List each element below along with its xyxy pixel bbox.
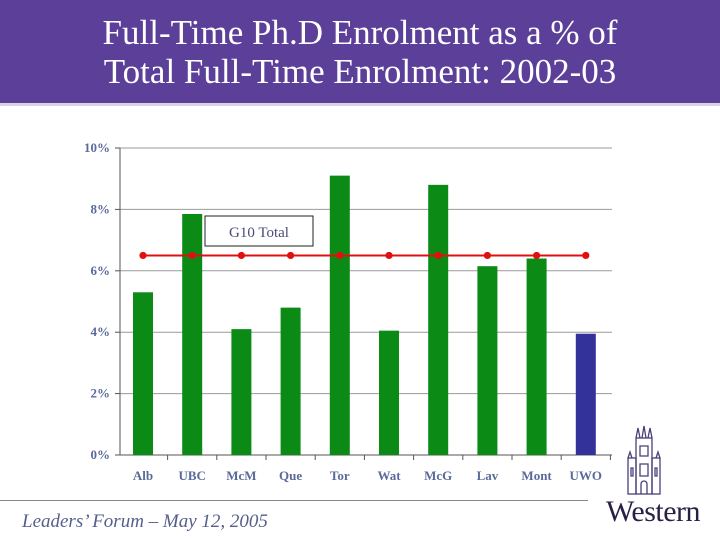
x-tick-label: Que: [279, 468, 302, 483]
bar: [575, 333, 596, 455]
title-line-2: Total Full-Time Enrolment: 2002-03: [103, 52, 617, 91]
g10-total-point: [483, 251, 491, 260]
x-tick-label: Lav: [477, 468, 499, 483]
x-tick-label: Mont: [521, 468, 552, 483]
y-tick-label: 0%: [91, 447, 111, 462]
g10-total-point: [237, 251, 245, 260]
y-tick-label: 8%: [91, 201, 111, 216]
x-tick-label: UBC: [178, 468, 205, 483]
g10-total-point: [434, 251, 442, 260]
g10-total-point: [139, 251, 147, 260]
g10-total-label: G10 Total: [229, 225, 289, 241]
y-tick-label: 6%: [91, 263, 111, 278]
bar: [133, 292, 153, 455]
g10-total-point: [287, 251, 295, 260]
x-tick-label: Alb: [133, 468, 153, 483]
x-tick-label: McG: [424, 468, 452, 483]
x-tick-label: Wat: [377, 468, 401, 483]
bar: [231, 329, 252, 455]
title-line-1: Full-Time Ph.D Enrolment as a % of: [102, 13, 618, 52]
bar: [379, 330, 399, 455]
western-logo-text: Western: [606, 495, 701, 528]
footer-text: Leaders’ Forum – May 12, 2005: [22, 511, 268, 532]
bar: [477, 266, 498, 455]
g10-total-point: [336, 251, 344, 260]
footer-divider: [0, 500, 588, 501]
bar: [280, 307, 301, 455]
y-tick-label: 2%: [91, 386, 111, 401]
university-tower-icon: [627, 425, 661, 495]
g10-total-point: [582, 251, 590, 260]
title-banner: Full-Time Ph.D Enrolment as a % of Total…: [0, 0, 720, 106]
g10-total-point: [385, 251, 393, 260]
bar: [182, 214, 203, 455]
x-tick-label: Tor: [330, 468, 350, 483]
y-tick-label: 4%: [91, 324, 111, 339]
bar: [526, 258, 547, 455]
g10-total-point: [533, 251, 541, 260]
bar: [329, 175, 350, 455]
g10-total-label-box: [204, 215, 314, 247]
g10-total-point: [188, 251, 196, 260]
bar: [428, 184, 449, 455]
x-tick-label: McM: [226, 468, 256, 483]
y-tick-label: 10%: [84, 140, 110, 155]
x-tick-label: UWO: [570, 468, 603, 483]
